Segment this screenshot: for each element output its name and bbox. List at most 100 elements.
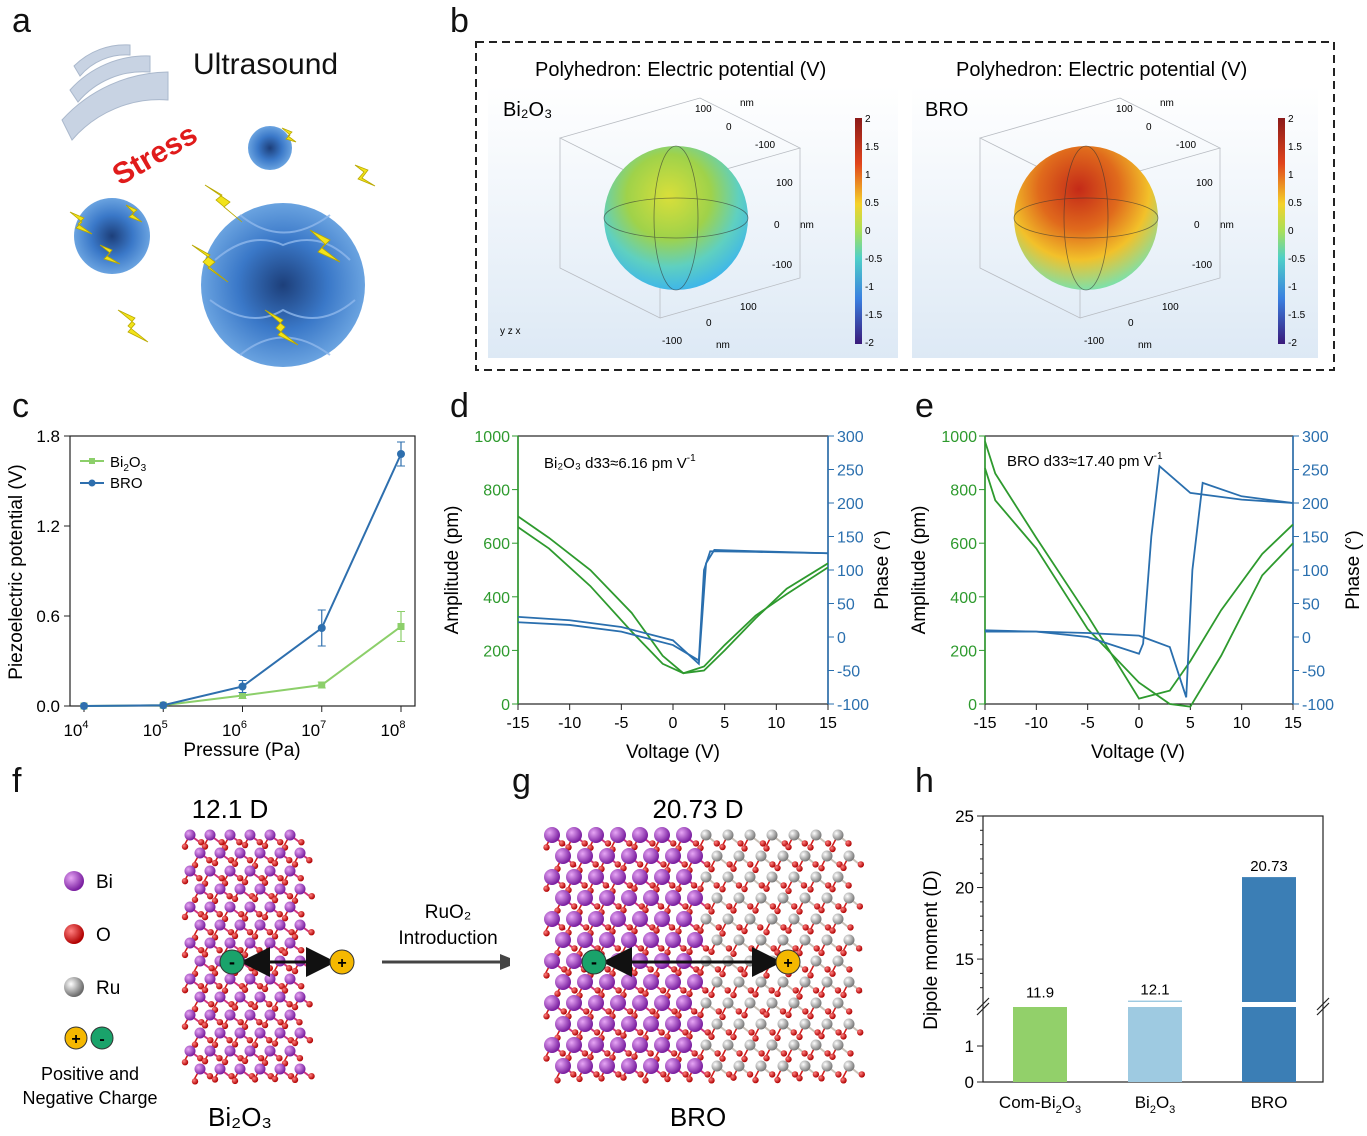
stress-label: Stress — [107, 118, 203, 192]
ru-atom — [755, 934, 767, 946]
ru-atom — [744, 1039, 756, 1051]
o-atom — [758, 1050, 765, 1057]
o-atom — [221, 1058, 229, 1066]
svg-text:0: 0 — [865, 226, 871, 237]
bar-1 — [1128, 1000, 1182, 1082]
chart-c-yticks: 0.0 0.6 1.2 1.8 — [36, 427, 70, 716]
o-atom — [660, 1071, 667, 1078]
bi-atom — [599, 890, 615, 906]
ru-atom — [799, 1018, 811, 1030]
o-atom — [559, 882, 566, 889]
o-atom — [818, 1075, 825, 1082]
bi-atom — [555, 1058, 571, 1074]
o-atom — [238, 911, 245, 918]
x-tick-label: 108 — [380, 719, 405, 740]
bi-atom — [214, 991, 226, 1003]
o-atom — [719, 843, 726, 851]
chart-d: -15 -10 -5 0 5 10 1502004006008001000-100-5005… — [442, 429, 890, 763]
bi-atom — [665, 932, 681, 948]
bi-atom — [665, 974, 681, 990]
sphere-right — [1014, 146, 1158, 290]
bi-atom — [284, 865, 296, 877]
o-atom — [571, 987, 578, 994]
negative-charge-icon — [90, 1026, 114, 1050]
ru-atom — [722, 997, 734, 1009]
o-atom — [812, 1071, 820, 1078]
y-tick-label: 15 — [955, 950, 974, 969]
o-atom — [812, 987, 820, 994]
o-atom — [581, 1050, 589, 1057]
o-atom — [757, 924, 764, 931]
o-atom — [291, 897, 299, 904]
bi-atom — [588, 995, 604, 1011]
o-atom — [604, 924, 612, 931]
o-atom — [620, 907, 627, 914]
svg-text:Com-Bi2O3: Com-Bi2O3 — [999, 1093, 1081, 1116]
bi-atom — [643, 1058, 659, 1074]
bi-atom — [599, 1016, 615, 1032]
bi-atom — [234, 991, 246, 1003]
bi-atom — [555, 1016, 571, 1032]
o-atom — [181, 1058, 189, 1066]
svg-text:100: 100 — [1162, 302, 1179, 313]
o-atom — [855, 987, 863, 994]
bi-atom — [274, 1027, 286, 1039]
y-tick-label: 0.0 — [36, 697, 60, 716]
y2-tick-label: 50 — [1302, 597, 1320, 614]
o-atom — [216, 947, 223, 954]
panel-label-e: e — [915, 387, 934, 425]
o-atom — [840, 906, 847, 914]
o-atom — [763, 1054, 770, 1062]
bi-atom — [184, 937, 196, 949]
o-atom — [221, 1022, 229, 1030]
svg-text:+: + — [783, 955, 792, 972]
o-atom — [308, 893, 315, 900]
o-atom — [206, 893, 214, 900]
o-atom — [276, 911, 283, 918]
bi-atom — [665, 1058, 681, 1074]
o-atom — [206, 857, 213, 864]
o-atom — [565, 844, 572, 851]
o-atom — [256, 983, 264, 990]
panel-a-illustration: Ultrasound Stress — [61, 44, 376, 367]
chart-d-annotation: Bi₂O₃ d33≈6.16 pm V-1 — [544, 453, 696, 472]
o-atom — [543, 972, 550, 979]
o-atom — [840, 1033, 847, 1040]
o-atom — [813, 903, 821, 910]
ru-atom — [777, 976, 789, 988]
svg-text:Ru: Ru — [96, 978, 120, 999]
y-tick-label: 200 — [483, 643, 510, 660]
o-atom — [614, 945, 622, 952]
svg-text:2: 2 — [1288, 114, 1294, 125]
o-atom — [626, 882, 634, 889]
ru-atom — [766, 871, 778, 883]
chart-c-legend: Bi2O3 BRO — [80, 454, 147, 492]
bi-atom — [566, 827, 582, 843]
o-atom — [587, 1053, 594, 1061]
bar-value-label: 20.73 — [1250, 858, 1288, 875]
x-tick-label: 107 — [301, 719, 326, 740]
bi-atom — [566, 995, 582, 1011]
y2-tick-label: 0 — [1302, 630, 1311, 647]
o-atom — [769, 1029, 776, 1036]
o-atom — [181, 913, 189, 921]
svg-text:1: 1 — [865, 170, 871, 181]
x-tick-label: 0 — [669, 715, 678, 732]
o-atom — [554, 990, 561, 997]
data-point — [80, 702, 88, 710]
o-atom — [604, 966, 611, 973]
o-atom — [835, 1071, 842, 1078]
o-atom — [631, 885, 638, 892]
o-atom — [261, 914, 269, 921]
o-atom — [704, 1071, 711, 1078]
o-atom — [690, 882, 698, 889]
chart-c-ylabel: Piezoelectric potential (V) — [6, 464, 27, 679]
o-atom — [626, 924, 633, 931]
o-atom — [221, 915, 229, 923]
o-atom — [297, 875, 304, 882]
o-atom — [692, 840, 700, 847]
bi-atom — [244, 1009, 256, 1021]
bi-atom — [194, 955, 206, 967]
bi-atom — [577, 974, 593, 990]
svg-text:BRO: BRO — [110, 475, 143, 492]
